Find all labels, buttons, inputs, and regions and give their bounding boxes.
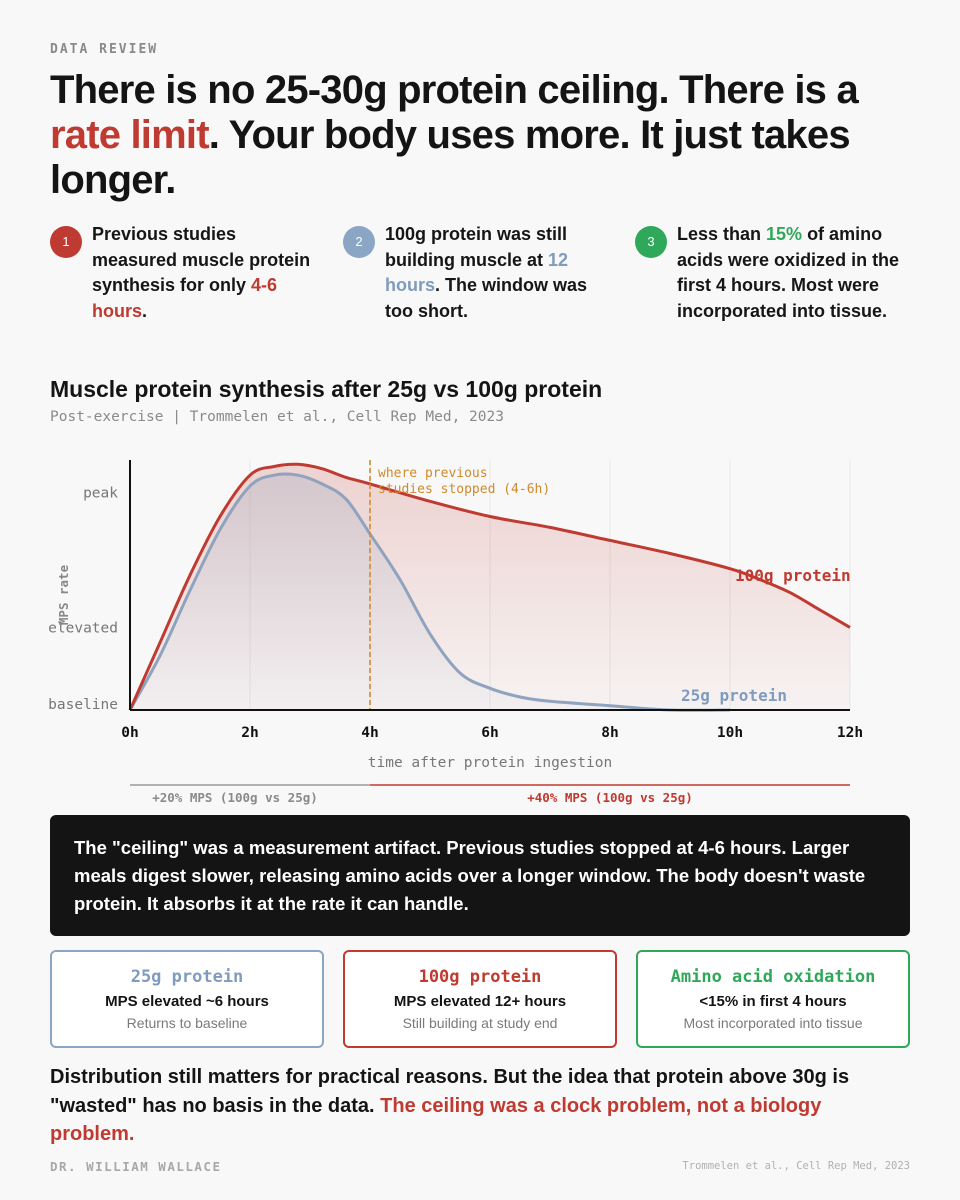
conclusion: Distribution still matters for practical… [50, 1063, 900, 1149]
headline-accent: rate limit [50, 113, 210, 157]
key-point-text: Previous studies measured muscle protein… [92, 222, 322, 324]
card-main: <15% in first 4 hours [699, 993, 847, 1010]
key-point-highlight: 15% [766, 224, 803, 244]
key-point-text: Less than 15% of amino acids were oxidiz… [677, 222, 907, 324]
card-sub: Most incorporated into tissue [683, 1015, 863, 1031]
card-sub: Still building at study end [402, 1015, 558, 1031]
key-point-highlight: 12 hours [385, 249, 569, 296]
card-title: 100g protein [418, 967, 542, 987]
chart-subtitle: Post-exercise | Trommelen et al., Cell R… [50, 409, 504, 425]
card-main: MPS elevated 12+ hours [393, 993, 567, 1010]
author-credit: DR. WILLIAM WALLACE [50, 1159, 222, 1174]
annotation-text-2: studies stopped (4-6h) [378, 482, 550, 497]
y-tick-label: peak [83, 486, 118, 502]
number-badge-1: 1 [50, 226, 82, 258]
range-label-early: +20% MPS (100g vs 25g) [152, 790, 318, 805]
key-point-text-part: 100g protein was still building muscle a… [385, 224, 568, 270]
key-point-text-part: . The window was too short. [385, 275, 588, 321]
eyebrow-label: DATA REVIEW [50, 42, 159, 57]
key-point-text-part: . [142, 300, 148, 321]
summary-cards: 25g protein MPS elevated ~6 hours Return… [50, 950, 910, 1050]
key-point-text: 100g protein was still building muscle a… [385, 222, 615, 324]
x-tick-label: 0h [121, 725, 138, 741]
annotation-text-1: where previous [378, 466, 488, 481]
card-title: 25g protein [130, 967, 244, 987]
conclusion-text: Distribution still matters for practical… [50, 1066, 850, 1117]
number-badge-3: 3 [635, 226, 667, 258]
area-25g [130, 473, 730, 711]
x-tick-label: 2h [241, 725, 258, 741]
key-point-text-part: Less than [677, 224, 767, 244]
key-points: 1 Previous studies measured muscle prote… [50, 222, 930, 352]
y-tick-label: baseline [48, 697, 118, 713]
x-tick-label: 4h [361, 725, 378, 741]
key-point-highlight: 4-6 hours [92, 275, 278, 321]
line-100g [128, 462, 851, 711]
callout-box: The "ceiling" was a measurement artifact… [50, 815, 910, 936]
y-tick-label: elevated [48, 620, 118, 636]
card-title: Amino acid oxidation [670, 967, 876, 987]
x-tick-label: 12h [837, 725, 863, 741]
key-point-text-part: Previous studies measured muscle protein… [92, 224, 311, 295]
headline: There is no 25-30g protein ceiling. Ther… [50, 68, 890, 203]
x-tick-label: 8h [601, 725, 618, 741]
key-point-text-part: of amino acids were oxidized in the firs… [677, 224, 900, 321]
series-label-25g: 25g protein [681, 686, 787, 705]
card-sub: Returns to baseline [126, 1015, 248, 1031]
x-axis-label: time after protein ingestion [368, 755, 612, 771]
y-axis-label: MPS rate [56, 564, 71, 625]
card-25g: 25g protein MPS elevated ~6 hours Return… [50, 950, 324, 1048]
series-label-100g: 100g protein [735, 566, 851, 585]
card-100g: 100g protein MPS elevated 12+ hours Stil… [343, 950, 617, 1048]
card-oxidation: Amino acid oxidation <15% in first 4 hou… [636, 950, 910, 1048]
source-credit: Trommelen et al., Cell Rep Med, 2023 [682, 1160, 910, 1172]
headline-part-1: There is no 25-30g protein ceiling. Ther… [50, 68, 859, 112]
x-tick-label: 6h [481, 725, 498, 741]
x-tick-label: 10h [717, 725, 743, 741]
headline-part-2: . Your body uses more. It just takes lon… [50, 113, 851, 202]
chart-title: Muscle protein synthesis after 25g vs 10… [50, 376, 603, 402]
range-label-late: +40% MPS (100g vs 25g) [527, 790, 693, 805]
card-main: MPS elevated ~6 hours [105, 993, 269, 1010]
conclusion-accent: The ceiling was a clock problem, not a b… [50, 1094, 822, 1146]
number-badge-2: 2 [343, 226, 375, 258]
